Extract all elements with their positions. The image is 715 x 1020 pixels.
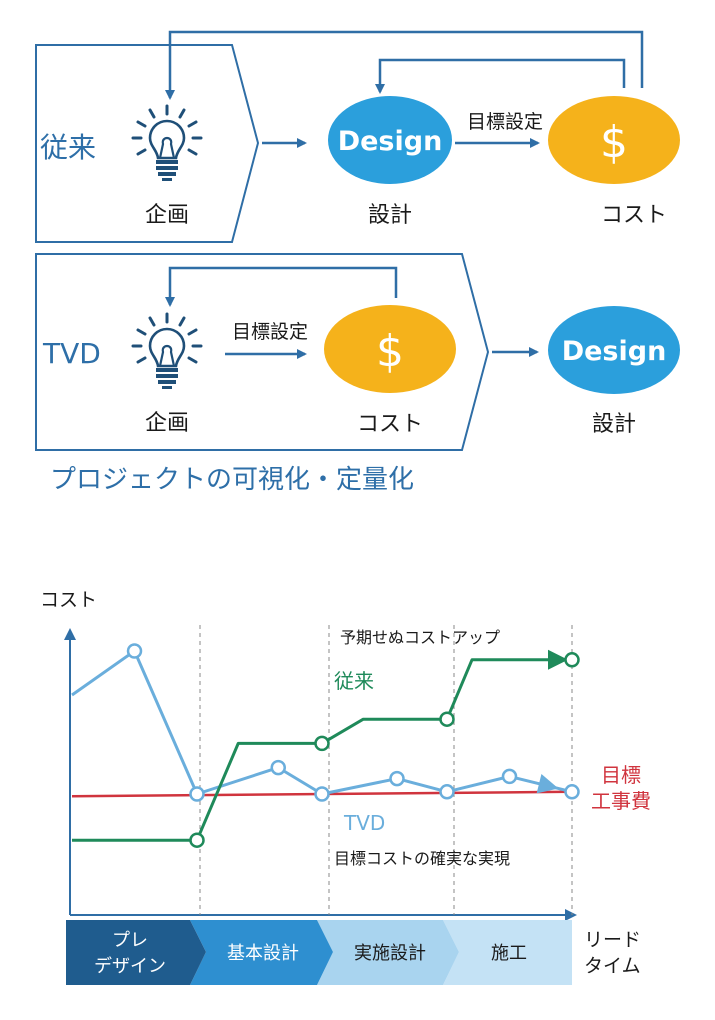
tvd-cost-badge-text: $ [376,326,404,377]
phase-construction-label: 施工 [491,943,527,964]
conventional-flow: 従来 企画 Design 設計 目標設定 $ コスト [35,30,680,243]
conventional-design-badge [328,96,452,184]
x-axis-label-bottom: タイム [584,955,641,977]
conventional-cost-badge-text: $ [600,117,628,168]
tvd-cost-label: コスト [357,412,423,437]
conventional-goal-label: 目標設定 [467,111,543,133]
data-point [189,786,205,802]
conventional-pentagon [35,44,260,243]
tvd-pentagon [35,253,490,451]
phase-dividers [199,625,573,915]
tvd-cost-badge [324,305,456,393]
conventional-label: 従来 [40,131,96,164]
phase-detail-label: 実施設計 [354,943,426,964]
conventional-planning-label: 企画 [145,203,189,228]
phase-basic-design [190,920,333,985]
data-point [501,768,518,785]
phase-pre-label-bottom: デザイン [94,956,166,977]
data-point [564,784,580,800]
data-point [389,770,405,787]
x-axis-label-top: リード [584,929,641,951]
lightbulb-icon [131,104,203,183]
conventional-series-label: 従来 [334,669,374,693]
data-point [314,786,330,802]
tvd-design-badge-text: Design [562,336,667,367]
y-axis-label: コスト [40,589,97,611]
tvd-design-badge [548,306,680,394]
series-line-conventional [72,658,572,842]
data-point [564,652,580,668]
lightbulb-icon [131,312,203,391]
tvd-planning-label: 企画 [145,411,189,436]
phase-basic-label: 基本設計 [227,943,299,964]
phase-construction [443,920,572,985]
realization-annotation: 目標コストの確実な実現 [334,849,510,868]
cost-chart: コスト 予期せぬコストアップ 従来 目標 工事費 TVD 目標コストの確実な実現… [40,589,651,985]
data-point [314,735,330,752]
data-point [439,784,455,800]
conventional-design-label: 設計 [368,203,412,228]
conventional-cost-badge [548,96,680,184]
phase-pre-label-top: プレ [112,930,148,951]
cost-up-annotation: 予期せぬコストアップ [340,628,500,647]
visualization-caption: プロジェクトの可視化・定量化 [50,465,414,495]
conventional-cost-label: コスト [601,203,667,228]
tvd-flow: TVD 企画 目標設定 $ コスト Design 設計 [35,253,680,451]
data-point [126,643,143,659]
conventional-design-badge-text: Design [338,126,443,157]
data-point [439,711,455,727]
series-arrowhead [536,773,559,794]
series-layer [71,643,580,848]
series-arrowhead [548,649,568,670]
phase-bar: プレ デザイン 基本設計 実施設計 施工 [66,920,572,985]
tvd-label: TVD [42,337,101,370]
cost-to-planning-feedback-arrow [165,30,644,100]
data-point [189,832,205,848]
target-label-bottom: 工事費 [591,789,651,813]
tvd-design-label: 設計 [592,412,636,437]
phase-detail-design [317,920,459,985]
series-line-tvd [71,649,573,796]
target-label-top: 目標 [601,763,641,787]
phase-pre-design [66,920,206,985]
tvd-series-label: TVD [343,811,385,835]
cost-to-design-feedback-arrow [375,58,626,94]
cost-to-planning-feedback-arrow [165,266,398,307]
data-point [270,759,286,776]
tvd-goal-label: 目標設定 [232,321,308,343]
